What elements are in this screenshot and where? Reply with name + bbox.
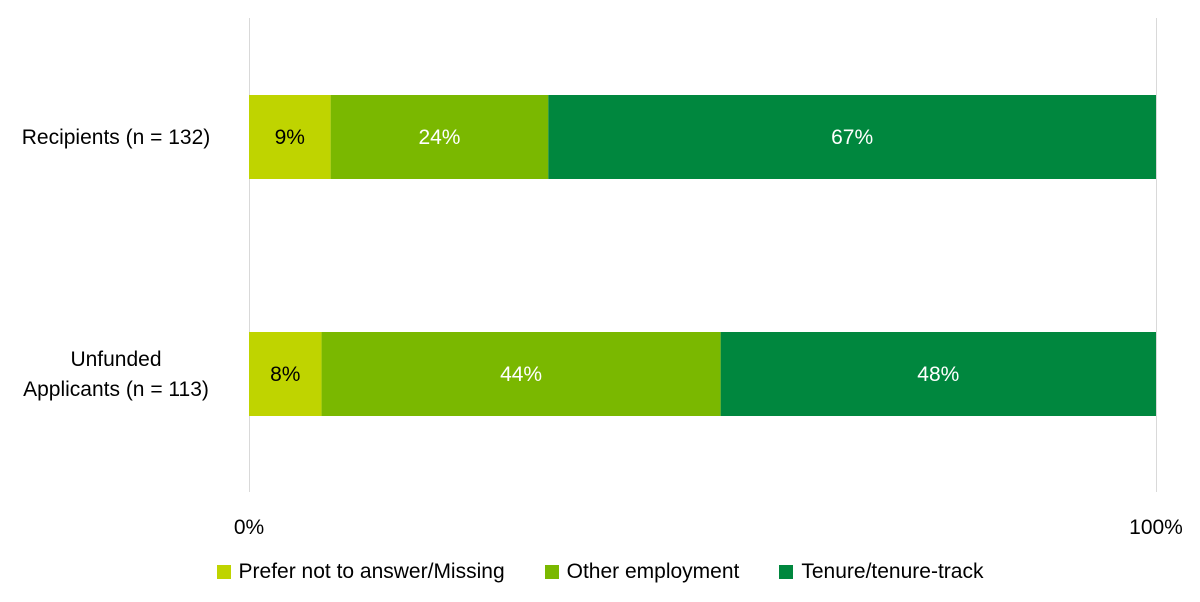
legend-item-0: Prefer not to answer/Missing xyxy=(216,560,505,584)
data-label-1-0: 8% xyxy=(270,363,300,386)
legend-label-0: Prefer not to answer/Missing xyxy=(238,560,505,583)
bar-segment-1-2 xyxy=(720,332,1156,416)
x-axis-tick-labels: 0% 100% xyxy=(234,516,1183,539)
bars: 9% 24% 67% 8% 44% 48% xyxy=(249,95,1156,416)
data-label-0-0: 9% xyxy=(275,126,305,149)
legend-label-2: Tenure/tenure-track xyxy=(801,560,984,583)
legend-swatch-2 xyxy=(779,565,794,579)
legend-swatch-1 xyxy=(544,565,559,579)
bar-segment-1-0 xyxy=(249,332,322,416)
x-tick-label-0: 0% xyxy=(234,516,264,539)
legend: Prefer not to answer/Missing Other employ… xyxy=(0,554,1200,590)
data-label-1-2: 48% xyxy=(917,363,959,386)
legend-label-1: Other employment xyxy=(566,560,740,583)
legend-item-1: Other employment xyxy=(544,560,740,584)
gridlines xyxy=(249,18,1157,492)
bar-segment-0-2 xyxy=(548,95,1156,179)
bar-segment-0-0 xyxy=(249,95,331,179)
data-label-0-2: 67% xyxy=(831,126,873,149)
x-tick-label-1: 100% xyxy=(1129,516,1183,539)
category-label-1: Unfunded Applicants (n = 113) xyxy=(23,348,209,401)
data-label-1-1: 44% xyxy=(500,363,542,386)
bar-segment-1-1 xyxy=(321,332,721,416)
bar-segment-0-1 xyxy=(330,95,549,179)
data-label-0-1: 24% xyxy=(418,126,460,149)
category-labels: Recipients (n = 132) Unfunded Applicants (… xyxy=(22,126,211,401)
legend-swatch-0 xyxy=(216,565,231,579)
legend-item-2: Tenure/tenure-track xyxy=(779,560,983,584)
category-label-0: Recipients (n = 132) xyxy=(22,126,211,149)
